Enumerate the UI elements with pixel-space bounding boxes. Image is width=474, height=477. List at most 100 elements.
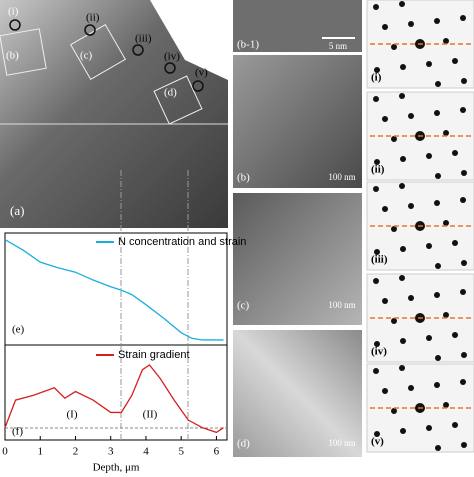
spot [426,61,432,67]
panel-label: (d) [237,438,250,450]
spot [391,226,397,232]
legend-label: Strain gradient [118,349,190,361]
region-label: (c) [80,50,93,62]
x-tick-label: 0 [2,446,8,458]
spot [426,243,432,249]
annotation: (I) [67,409,78,421]
spot [374,249,380,255]
micrograph-d [233,330,362,457]
panel-label: (b) [237,172,250,184]
spot [400,246,406,252]
spot [400,156,406,162]
spot [399,183,405,189]
panel-label: (e) [12,324,25,336]
marker [192,80,204,92]
spot [399,275,405,281]
spot [435,263,441,269]
spot [400,64,406,70]
legend-label: N concentration and strain [118,236,246,248]
spot [399,365,405,371]
spot [399,93,405,99]
spot [460,15,466,21]
marker-label: (v) [195,67,208,79]
data-line [4,364,224,434]
spot [426,425,432,431]
spot [435,81,441,87]
x-tick-label: 4 [143,446,149,458]
spot [426,335,432,341]
panel-label: (iv) [371,346,387,358]
scale-text: 5 nm [329,41,347,51]
spot [443,220,449,226]
spot [434,110,440,116]
plots [4,232,228,441]
spot [408,203,414,209]
spot [461,352,467,358]
micrograph-c [233,193,362,325]
scale-text: 100 nm [328,438,355,448]
spot [391,44,397,50]
spot [434,292,440,298]
spot [382,24,388,30]
spot [408,113,414,119]
panel-label: (iii) [371,254,388,266]
spot [435,355,441,361]
spot [434,382,440,388]
spot [373,278,379,284]
spot [408,295,414,301]
spot [460,289,466,295]
micrograph-b1 [233,0,362,52]
spot [391,136,397,142]
spot [460,107,466,113]
panel-label: (b-1) [237,39,259,51]
marker-label: (iii) [135,33,152,45]
x-tick-label: 6 [214,446,220,458]
marker [9,19,21,31]
x-tick-label: 5 [178,446,184,458]
region-label: (d) [164,87,177,99]
spot [434,200,440,206]
panel-label: (c) [237,300,250,312]
spot [452,240,458,246]
spot [373,4,379,10]
spot [461,170,467,176]
plot-frame [4,232,228,441]
x-tick-label: 1 [37,446,43,458]
background [150,0,228,80]
region-label: (b) [6,50,19,62]
marker-label: (ii) [86,12,100,24]
spot [461,78,467,84]
spot [399,1,405,7]
spot [461,260,467,266]
spot [452,422,458,428]
marker-label: (i) [8,6,19,18]
spot [400,338,406,344]
spot [373,96,379,102]
spot [435,173,441,179]
spot [452,332,458,338]
panel-label: (ii) [371,164,385,176]
x-axis-label: Depth, μm [93,462,140,474]
spot [391,408,397,414]
scale-text: 100 nm [328,300,355,310]
spot [373,368,379,374]
spot [382,298,388,304]
spot [374,431,380,437]
spot [408,385,414,391]
x-tick-label: 2 [73,446,79,458]
marker-label: (iv) [164,51,180,63]
region-box [0,28,47,76]
spot [443,312,449,318]
spot [426,153,432,159]
spot [382,388,388,394]
spot [452,58,458,64]
diffraction-column: (i) (ii) (iii) (iv) (v) [366,0,474,453]
spot [408,21,414,27]
spot [391,318,397,324]
marker [164,62,176,74]
spot [460,379,466,385]
spot [374,67,380,73]
scale-text: 100 nm [328,172,355,182]
micrograph-b [233,55,362,188]
